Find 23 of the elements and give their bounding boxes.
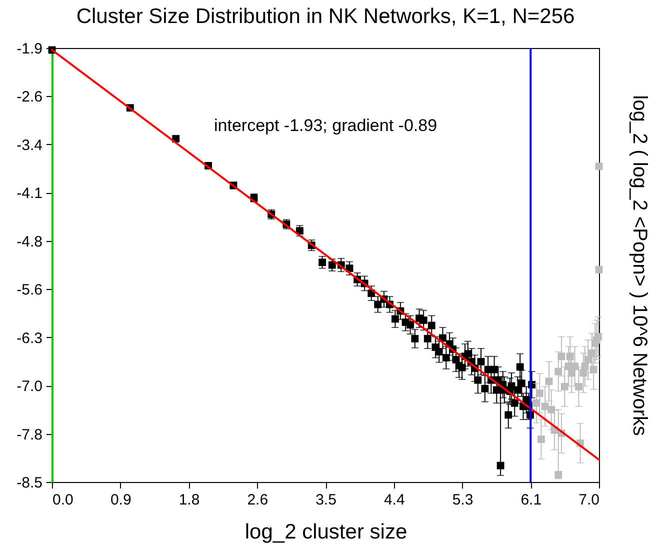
x-tick-label: 3.5 [316, 492, 336, 508]
y-tick-label: -7.8 [16, 426, 42, 444]
annotation: intercept -1.93; gradient -0.89 [214, 116, 438, 135]
x-tick-label: 0.0 [52, 492, 74, 508]
y-tick-label: -4.1 [16, 185, 42, 202]
x-tick-label: 4.4 [384, 492, 405, 508]
x-tick-label: 0.9 [110, 492, 132, 508]
x-tick-label: 1.8 [178, 492, 200, 508]
y-axis-title: log_2 ( log_2 <Popn> ) 10^6 Networks [628, 95, 650, 436]
chart-title: Cluster Size Distribution in NK Networks, K=1, N=256 [76, 5, 575, 28]
y-tick-label: -4.8 [16, 233, 42, 250]
y-tick-label: -1.9 [16, 40, 42, 58]
y-tick-label: -7.0 [16, 378, 42, 396]
x-tick-label: 7.0 [578, 492, 600, 508]
x-tick-label: 6.1 [520, 492, 542, 508]
x-tick-label: 5.3 [452, 492, 474, 508]
y-tick-label: -2.6 [16, 88, 42, 106]
x-tick-label: 2.6 [247, 492, 268, 508]
y-tick-label: -3.4 [16, 136, 42, 154]
y-tick-label: -5.6 [16, 282, 42, 299]
x-axis-title: log_2 cluster size [244, 520, 408, 544]
y-tick-label: -6.3 [16, 330, 42, 347]
y-tick-label: -8.5 [16, 474, 42, 492]
